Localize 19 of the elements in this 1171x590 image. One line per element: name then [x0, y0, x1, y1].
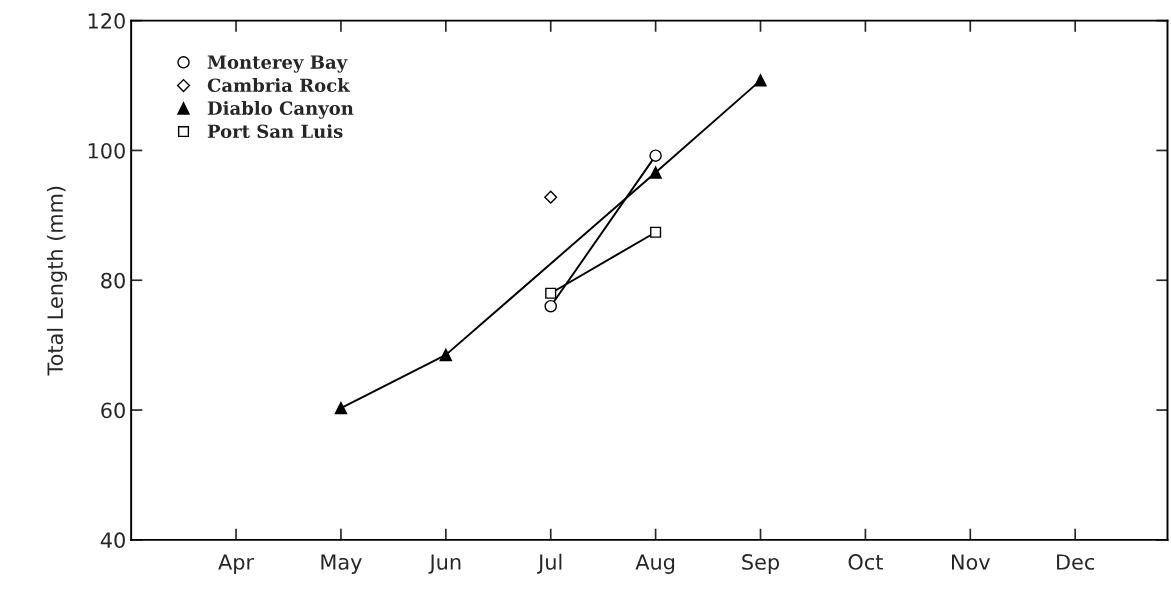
x-tick-label: Nov: [952, 554, 990, 570]
x-tick-label: Aug: [635, 554, 675, 574]
legend-label: Cambria Rock: [207, 78, 350, 93]
y-tick-label: 80: [101, 272, 125, 289]
x-tick-label: May: [321, 554, 362, 574]
x-tick-label: Jul: [537, 553, 562, 574]
y-tick-label: 60: [101, 402, 125, 419]
x-tick-label: Oct: [848, 554, 883, 570]
x-tick-label: Dec: [1057, 554, 1095, 570]
legend-label: Monterey Bay: [207, 55, 348, 73]
y-tick-label: 120: [88, 13, 125, 29]
x-tick-label: Jun: [428, 554, 461, 574]
x-tick-label: Sep: [742, 554, 779, 574]
y-tick-label: 40: [100, 532, 125, 549]
legend-label: Diablo Canyon: [207, 100, 354, 119]
x-tick-label: Apr: [218, 554, 255, 574]
legend-label: Port San Luis: [207, 124, 343, 139]
y-tick-label: 100: [88, 142, 125, 159]
y-axis-title: Total Length (mm): [46, 186, 68, 376]
